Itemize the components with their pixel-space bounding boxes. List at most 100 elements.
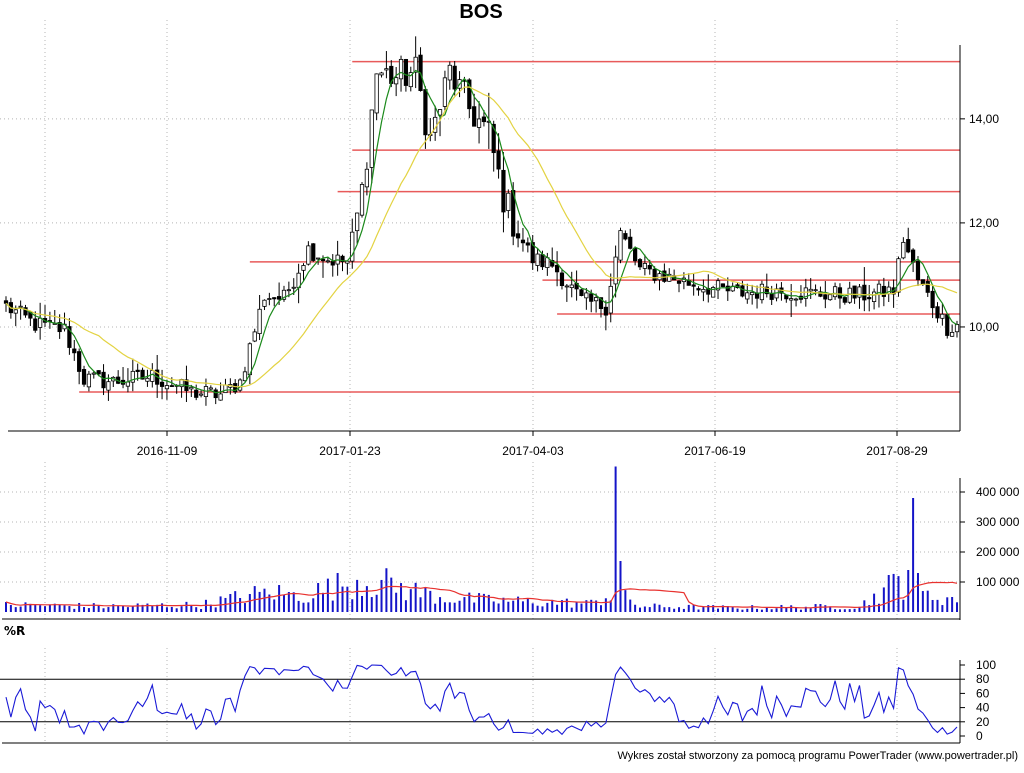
- volume-bar: [165, 607, 168, 612]
- candle-body: [623, 233, 628, 240]
- candle-body: [262, 299, 267, 307]
- volume-bar: [497, 603, 500, 612]
- candle-body: [355, 212, 360, 232]
- candle-body: [125, 381, 131, 387]
- candle-body: [3, 300, 9, 304]
- candle-body: [667, 273, 672, 282]
- candle-body: [247, 343, 252, 376]
- volume-bar: [102, 608, 105, 612]
- candle-body: [213, 389, 218, 399]
- volume-bar: [760, 609, 763, 612]
- candle-body: [384, 68, 389, 71]
- candle-body: [520, 239, 526, 244]
- volume-bar: [697, 609, 700, 612]
- candle-body: [803, 287, 808, 299]
- volume-bar: [902, 599, 905, 612]
- volume-bar: [507, 601, 510, 612]
- volume-bar: [346, 586, 349, 612]
- volume-bar: [453, 602, 456, 612]
- volume-bar: [282, 594, 285, 612]
- volume-bar: [512, 600, 515, 612]
- volume-bar: [502, 597, 505, 612]
- candle-body: [281, 289, 287, 300]
- volume-bar: [253, 586, 256, 612]
- volume-bar: [746, 608, 749, 612]
- volume-bar: [916, 573, 919, 612]
- candle-body: [447, 64, 452, 81]
- volume-bar: [190, 604, 193, 612]
- volume-bar: [536, 605, 539, 612]
- volume-bar: [521, 601, 524, 612]
- candle-body: [67, 326, 72, 348]
- candle-body: [81, 369, 87, 385]
- moving-average-5: [5, 69, 958, 394]
- candle-body: [57, 322, 62, 333]
- volume-bar: [175, 608, 178, 612]
- volume-bar: [19, 606, 22, 612]
- volume-bar: [956, 602, 958, 612]
- volume-bar: [736, 608, 739, 612]
- volume-bar: [39, 605, 42, 612]
- volume-bar: [361, 596, 364, 612]
- candle-body: [369, 109, 374, 168]
- volume-bar: [765, 607, 768, 612]
- candle-body: [896, 258, 901, 293]
- candle-body: [476, 118, 482, 128]
- volume-bar: [639, 607, 641, 612]
- candle-body: [554, 264, 560, 273]
- volume-bar: [73, 608, 76, 612]
- volume-bar: [292, 592, 295, 612]
- candle-body: [325, 260, 330, 263]
- volume-bar: [68, 606, 71, 612]
- candle-body: [467, 79, 472, 110]
- volume-bar: [585, 600, 588, 612]
- candle-body: [291, 286, 296, 289]
- candle-body: [711, 287, 716, 298]
- volume-bar: [848, 609, 851, 612]
- candle-body: [198, 393, 204, 396]
- volume-bar: [44, 606, 47, 612]
- volume-bar: [678, 607, 681, 612]
- volume-bar: [751, 605, 754, 612]
- candle-body: [23, 307, 28, 316]
- candle-body: [194, 389, 199, 398]
- volume-bar: [258, 591, 261, 612]
- candle-body: [911, 249, 916, 263]
- volume-bar: [112, 604, 115, 612]
- candle-body: [277, 296, 282, 300]
- volume-bar: [775, 608, 778, 612]
- volume-bar: [204, 599, 207, 612]
- volume-bar: [170, 606, 173, 612]
- volume-y-tick-label: 400 000: [976, 485, 1020, 499]
- volume-bar: [643, 606, 646, 612]
- volume-bar: [24, 602, 27, 612]
- candle-body: [579, 289, 584, 296]
- volume-bar: [380, 579, 383, 612]
- volume-bar: [151, 606, 154, 612]
- candle-body: [267, 298, 272, 300]
- volume-bar: [63, 605, 66, 612]
- candle-body: [135, 369, 140, 372]
- volume-bar: [263, 588, 266, 612]
- candle-body: [647, 265, 652, 270]
- candle-body: [769, 292, 774, 300]
- volume-bar: [804, 606, 807, 612]
- candle-body: [618, 230, 623, 261]
- volume-bar: [892, 573, 895, 612]
- volume-bar: [239, 598, 242, 612]
- candle-body: [745, 292, 750, 300]
- candle-body: [818, 291, 823, 297]
- price-y-tick-label: 10,00: [969, 320, 999, 334]
- candle-body: [525, 242, 530, 246]
- volume-bar: [385, 568, 388, 612]
- volume-bar: [912, 498, 915, 612]
- volume-bar: [570, 607, 573, 612]
- volume-bar: [619, 561, 622, 612]
- candle-body: [915, 260, 921, 281]
- candle-body: [272, 297, 277, 300]
- volume-bar: [629, 599, 632, 612]
- volume-bar: [200, 608, 203, 612]
- volume-bar: [590, 599, 593, 612]
- candle-body: [150, 370, 155, 382]
- volume-bar: [595, 600, 598, 612]
